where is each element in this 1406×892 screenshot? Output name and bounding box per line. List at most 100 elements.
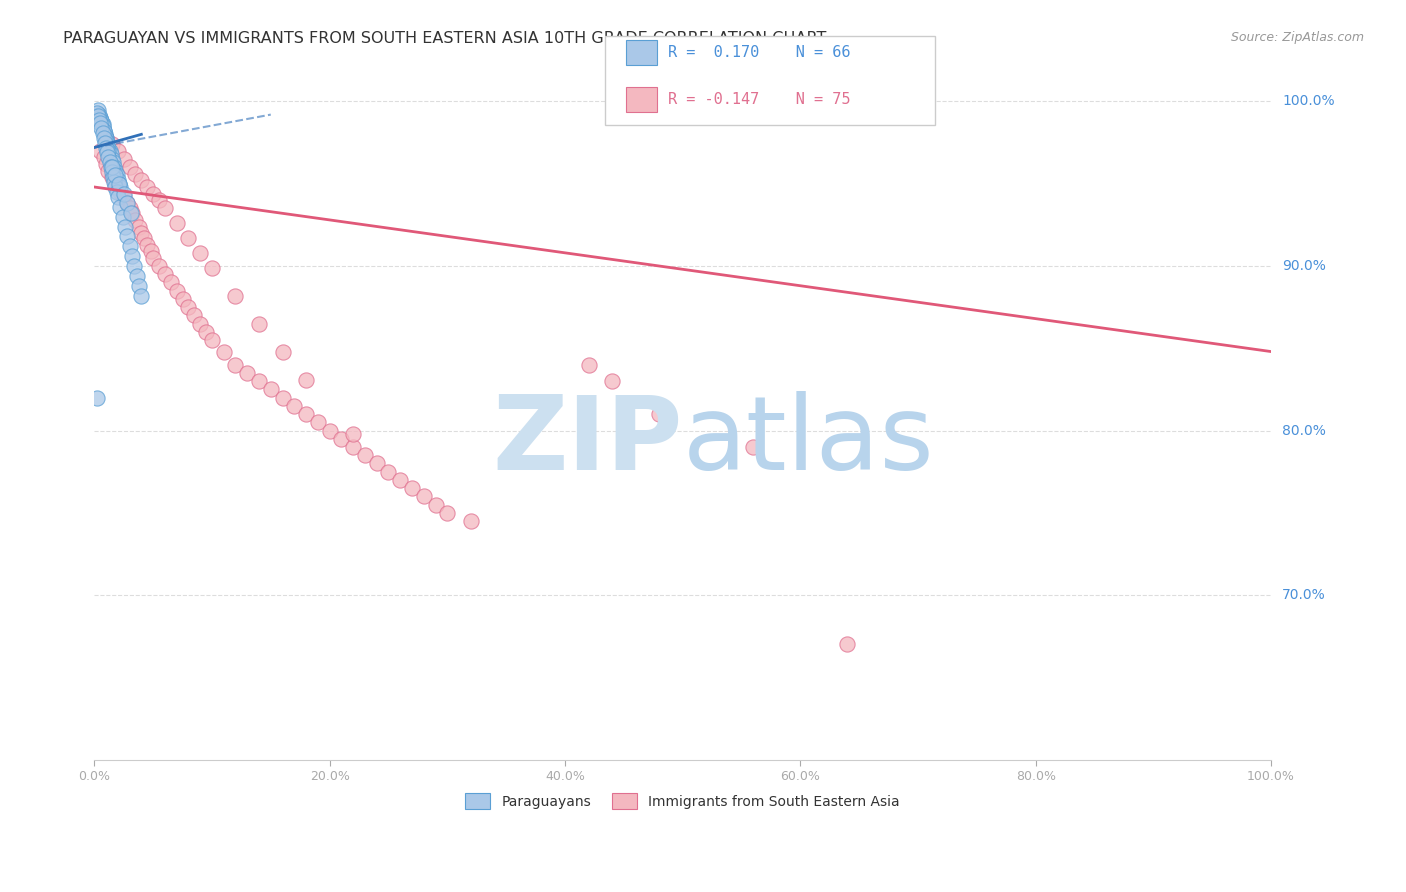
Point — [93, 124, 115, 138]
Point — [124, 259, 146, 273]
Point — [89, 144, 111, 158]
Point — [142, 251, 165, 265]
Point — [115, 196, 138, 211]
Point — [104, 163, 127, 178]
Point — [107, 173, 129, 187]
Point — [89, 116, 111, 130]
Point — [412, 489, 434, 503]
Point — [90, 120, 112, 135]
Point — [103, 175, 125, 189]
Point — [118, 202, 141, 216]
Text: 70.0%: 70.0% — [1282, 588, 1326, 602]
Text: Source: ZipAtlas.com: Source: ZipAtlas.com — [1230, 31, 1364, 45]
Point — [183, 309, 205, 323]
Point — [93, 150, 115, 164]
Point — [188, 245, 211, 260]
Point — [103, 161, 125, 175]
Point — [104, 177, 127, 191]
Point — [101, 165, 124, 179]
Point — [342, 440, 364, 454]
Point — [94, 130, 117, 145]
Point — [97, 150, 120, 164]
Point — [195, 325, 218, 339]
Point — [330, 432, 353, 446]
Text: 100.0%: 100.0% — [1282, 95, 1334, 109]
Point — [107, 190, 129, 204]
Point — [91, 118, 114, 132]
Point — [118, 239, 141, 253]
Point — [136, 237, 159, 252]
Point — [159, 276, 181, 290]
Point — [212, 344, 235, 359]
Point — [648, 407, 671, 421]
Point — [600, 374, 623, 388]
Text: R =  0.170    N = 66: R = 0.170 N = 66 — [668, 45, 851, 60]
Point — [93, 124, 115, 138]
Text: 90.0%: 90.0% — [1282, 259, 1326, 273]
Point — [111, 210, 134, 224]
Point — [115, 229, 138, 244]
Point — [131, 288, 153, 302]
Point — [389, 473, 412, 487]
Point — [101, 137, 124, 152]
Point — [342, 426, 364, 441]
Point — [247, 374, 270, 388]
Point — [98, 155, 121, 169]
Point — [177, 300, 200, 314]
Point — [86, 391, 108, 405]
Point — [96, 136, 118, 150]
Point — [90, 114, 112, 128]
Point — [101, 170, 124, 185]
Point — [90, 114, 112, 128]
Point — [136, 180, 159, 194]
Point — [89, 111, 111, 125]
Point — [148, 193, 170, 207]
Point — [112, 152, 135, 166]
Point — [87, 103, 110, 117]
Point — [89, 111, 111, 125]
Point — [224, 288, 246, 302]
Point — [105, 185, 128, 199]
Point — [224, 358, 246, 372]
Point — [172, 292, 194, 306]
Point — [271, 344, 294, 359]
Point — [105, 169, 128, 183]
Point — [377, 465, 399, 479]
Point — [87, 109, 110, 123]
Point — [108, 200, 131, 214]
Point — [94, 128, 117, 142]
Point — [366, 457, 388, 471]
Point — [100, 147, 122, 161]
Point — [94, 128, 117, 143]
Point — [91, 126, 114, 140]
Point — [578, 358, 600, 372]
Point — [94, 130, 117, 145]
Point — [121, 249, 143, 263]
Point — [401, 481, 423, 495]
Point — [121, 206, 143, 220]
Point — [104, 169, 127, 183]
Text: R = -0.147    N = 75: R = -0.147 N = 75 — [668, 92, 851, 106]
Point — [128, 278, 150, 293]
Point — [153, 267, 176, 281]
Point — [318, 424, 340, 438]
Point — [201, 260, 224, 275]
Point — [101, 170, 124, 185]
Point — [87, 107, 110, 121]
Point — [101, 161, 124, 175]
Point — [188, 317, 211, 331]
Point — [87, 112, 110, 127]
Point — [283, 399, 305, 413]
Point — [107, 180, 129, 194]
Point — [107, 144, 129, 158]
Point — [131, 226, 153, 240]
Point — [96, 139, 118, 153]
Point — [148, 259, 170, 273]
Text: PARAGUAYAN VS IMMIGRANTS FROM SOUTH EASTERN ASIA 10TH GRADE CORRELATION CHART: PARAGUAYAN VS IMMIGRANTS FROM SOUTH EAST… — [63, 31, 827, 46]
Point — [153, 202, 176, 216]
Point — [142, 186, 165, 201]
Point — [742, 440, 765, 454]
Point — [120, 206, 142, 220]
Text: 80.0%: 80.0% — [1282, 424, 1326, 438]
Point — [97, 144, 120, 158]
